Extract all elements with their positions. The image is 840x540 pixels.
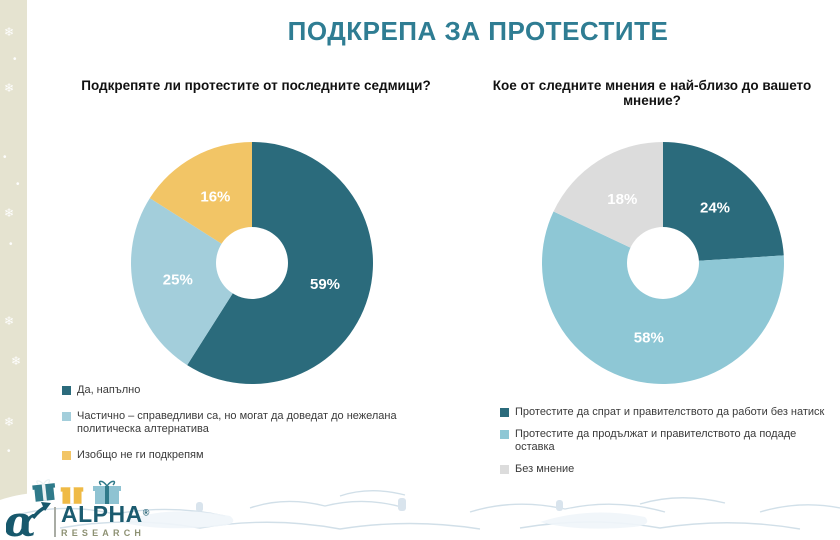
snow-dot-icon: • (3, 152, 7, 163)
snowflake-icon: ❄ (11, 354, 22, 368)
legend-swatch (500, 429, 509, 439)
logo-text: ALPHA® RESEARCH (61, 501, 150, 539)
left-chart-title: Подкрепяте ли протестите от последните с… (81, 78, 431, 93)
pie-slice-2 (149, 142, 252, 263)
pie-value-label: 16% (200, 188, 230, 205)
pie-value-label: 58% (634, 330, 664, 347)
legend-label: Протестите да спрат и правителството да … (515, 406, 825, 418)
snow-dot-icon: • (9, 239, 13, 250)
legend-swatch (62, 450, 71, 460)
right-chart-title: Кое от следните мнения е най-близо до ва… (492, 78, 812, 108)
logo-subname: RESEARCH (61, 528, 146, 538)
snow-posts (196, 498, 563, 512)
page-title: ПОДКРЕПА ЗА ПРОТЕСТИТЕ (287, 16, 669, 46)
snow-dot-icon: • (13, 54, 17, 65)
winter-sidebar: ❄ • ❄ • • ❄ • ❄ ❄ ❄ • (0, 0, 27, 540)
logo-name: ALPHA (61, 501, 143, 527)
donut-hole (216, 227, 288, 299)
legend-swatch (500, 408, 509, 417)
alpha-logo-glyph: α (6, 502, 51, 540)
legend-label: Изобщо не ги подкрепям (77, 448, 204, 461)
left-chart-legend: Да, напълно Частично – справедливи са, но… (62, 384, 434, 474)
legend-swatch (62, 411, 71, 421)
snow-mounds (120, 511, 648, 529)
gift-icon (93, 480, 121, 504)
pie-slice-1 (131, 198, 252, 366)
pie-value-label: 59% (310, 276, 340, 293)
gift-icon (60, 482, 84, 504)
alpha-research-logo: α ALPHA® RESEARCH (6, 502, 149, 540)
snowflake-icon: ❄ (4, 206, 15, 220)
right-donut-chart: 24% 58% 18% (541, 142, 784, 385)
legend-label: Частично – справедливи са, но могат да д… (77, 409, 397, 436)
legend-item: Изобщо не ги подкрепям (62, 449, 434, 463)
legend-item: Да, напълно (62, 384, 434, 398)
right-chart-legend: Протестите да спрат и правителството да … (500, 406, 835, 484)
legend-item: Протестите да продължат и правителството… (500, 428, 835, 455)
donut-hole (627, 227, 699, 299)
snowflake-icon: ❄ (4, 81, 15, 95)
pie-slice-0 (663, 142, 784, 263)
snow-mound (0, 492, 100, 540)
legend-item: Частично – справедливи са, но могат да д… (62, 410, 434, 437)
snowflake-icon: ❄ (4, 415, 15, 429)
logo-divider (54, 507, 56, 537)
pie-slice-2 (553, 142, 663, 263)
legend-label: Без мнение (515, 462, 575, 475)
registered-mark: ® (142, 507, 150, 518)
snowflake-icon: ❄ (4, 25, 15, 39)
svg-text:α: α (6, 502, 36, 540)
pie-value-label: 18% (607, 191, 637, 208)
pie-value-label: 24% (700, 200, 730, 217)
snow-landscape (0, 490, 840, 540)
left-donut-chart: 59% 25% 16% (131, 142, 374, 384)
gift-icon (32, 479, 56, 502)
legend-label: Протестите да продължат и правителството… (515, 427, 797, 454)
snow-dot-icon: • (7, 446, 11, 457)
snowflake-icon: ❄ (4, 314, 15, 328)
legend-swatch (62, 386, 71, 395)
legend-swatch (500, 464, 509, 474)
legend-item: Протестите да спрат и правителството да … (500, 406, 835, 420)
pie-value-label: 25% (163, 272, 193, 289)
legend-item: Без мнение (500, 463, 835, 477)
snow-dot-icon: • (16, 179, 20, 190)
legend-label: Да, напълно (77, 384, 141, 396)
